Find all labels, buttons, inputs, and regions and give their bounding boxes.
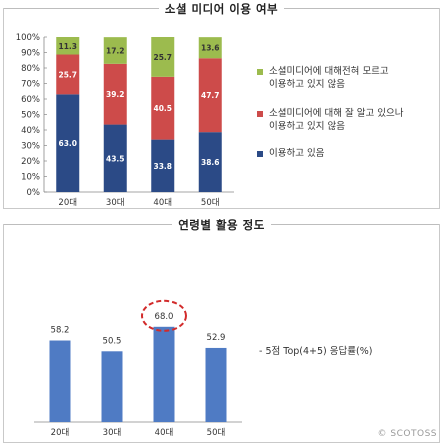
x-tick-label: 20대 bbox=[58, 198, 77, 208]
bar-segment bbox=[56, 54, 80, 95]
y-tick-label: 50% bbox=[21, 111, 40, 121]
x-tick-label: 40대 bbox=[153, 198, 172, 208]
bar-segment bbox=[103, 63, 127, 125]
data-label: 33.8 bbox=[153, 162, 172, 171]
y-tick-label: 20% bbox=[21, 157, 40, 167]
watermark: © SCOTOSS bbox=[377, 429, 437, 439]
data-label: 13.6 bbox=[201, 44, 220, 53]
chart2-note: - 5점 Top(4+5) 응답률(%) bbox=[259, 346, 373, 357]
y-tick-label: 60% bbox=[21, 95, 40, 105]
bar-segment bbox=[151, 139, 175, 192]
bar bbox=[101, 351, 123, 422]
x-tick-label: 40대 bbox=[155, 428, 174, 438]
data-label: 68.0 bbox=[155, 312, 174, 322]
y-tick-label: 40% bbox=[21, 126, 40, 136]
y-tick-label: 70% bbox=[21, 80, 40, 90]
y-tick-label: 10% bbox=[21, 173, 40, 183]
highlight-circle bbox=[141, 299, 187, 332]
bar bbox=[153, 326, 175, 422]
bar bbox=[49, 340, 71, 422]
stacked-bar-chart: 0% 10% 20% 30% 40% 50% 60% 70% 80% 90% 100% 63.0 25.… bbox=[16, 33, 234, 208]
data-label: 25.7 bbox=[58, 70, 77, 79]
data-label: 63.0 bbox=[58, 139, 77, 148]
bar-segment bbox=[56, 94, 80, 192]
x-tick-label: 50대 bbox=[201, 198, 220, 208]
data-label: 25.7 bbox=[153, 53, 172, 62]
bar-segment bbox=[103, 37, 127, 64]
chart2-title: 연령별 활용 정도 bbox=[172, 218, 271, 232]
data-label: 52.9 bbox=[207, 333, 226, 343]
data-label: 47.7 bbox=[201, 91, 220, 100]
chart1-title: 소셜 미디어 이용 여부 bbox=[158, 2, 285, 16]
y-tick-label: 0% bbox=[27, 188, 41, 198]
data-label: 43.5 bbox=[106, 154, 125, 163]
data-label: 39.2 bbox=[106, 90, 125, 99]
data-label: 50.5 bbox=[103, 336, 122, 346]
data-label: 38.6 bbox=[201, 158, 220, 167]
data-label: 11.3 bbox=[58, 42, 77, 51]
legend-label: 소셜미디어에 대해전혀 모르고 이용하고 있지 않음 bbox=[269, 66, 389, 90]
x-tick-label: 50대 bbox=[207, 428, 226, 438]
x-tick-label: 20대 bbox=[51, 428, 70, 438]
legend-swatch bbox=[257, 151, 263, 157]
x-tick-label: 30대 bbox=[103, 428, 122, 438]
legend-label: 이용하고 있음 bbox=[269, 148, 325, 159]
bar-segment bbox=[151, 76, 175, 140]
y-tick-label: 80% bbox=[21, 64, 40, 74]
bar-segment bbox=[198, 58, 222, 133]
legend-swatch bbox=[257, 111, 263, 117]
legend-label: 소셜미디어에 대해 잘 알고 있으나 이용하고 있지 않음 bbox=[269, 108, 404, 132]
data-label: 40.5 bbox=[153, 104, 172, 113]
bar-segment bbox=[198, 37, 222, 59]
y-tick-label: 100% bbox=[16, 33, 40, 43]
bar-segment bbox=[56, 37, 80, 55]
y-tick-label: 90% bbox=[21, 49, 40, 59]
data-label: 17.2 bbox=[106, 46, 125, 55]
bar-segment bbox=[151, 37, 175, 77]
legend-swatch bbox=[257, 69, 263, 75]
bar-segment bbox=[103, 124, 127, 192]
data-label: 58.2 bbox=[51, 326, 70, 336]
age-usage-panel: 연령별 활용 정도 58.2 20대 50.5 30대 68.0 40대 52.9 50대 -… bbox=[3, 218, 440, 443]
x-tick-label: 30대 bbox=[106, 198, 125, 208]
y-tick-label: 30% bbox=[21, 142, 40, 152]
age-bar-chart: 58.2 20대 50.5 30대 68.0 40대 52.9 50대 bbox=[34, 299, 242, 438]
usage-chart-panel: 소셜 미디어 이용 여부 0% 10% 20% 30% 40% 50% 60% 70% 80% 9… bbox=[3, 2, 440, 209]
bar-segment bbox=[198, 132, 222, 192]
bar bbox=[205, 347, 227, 422]
